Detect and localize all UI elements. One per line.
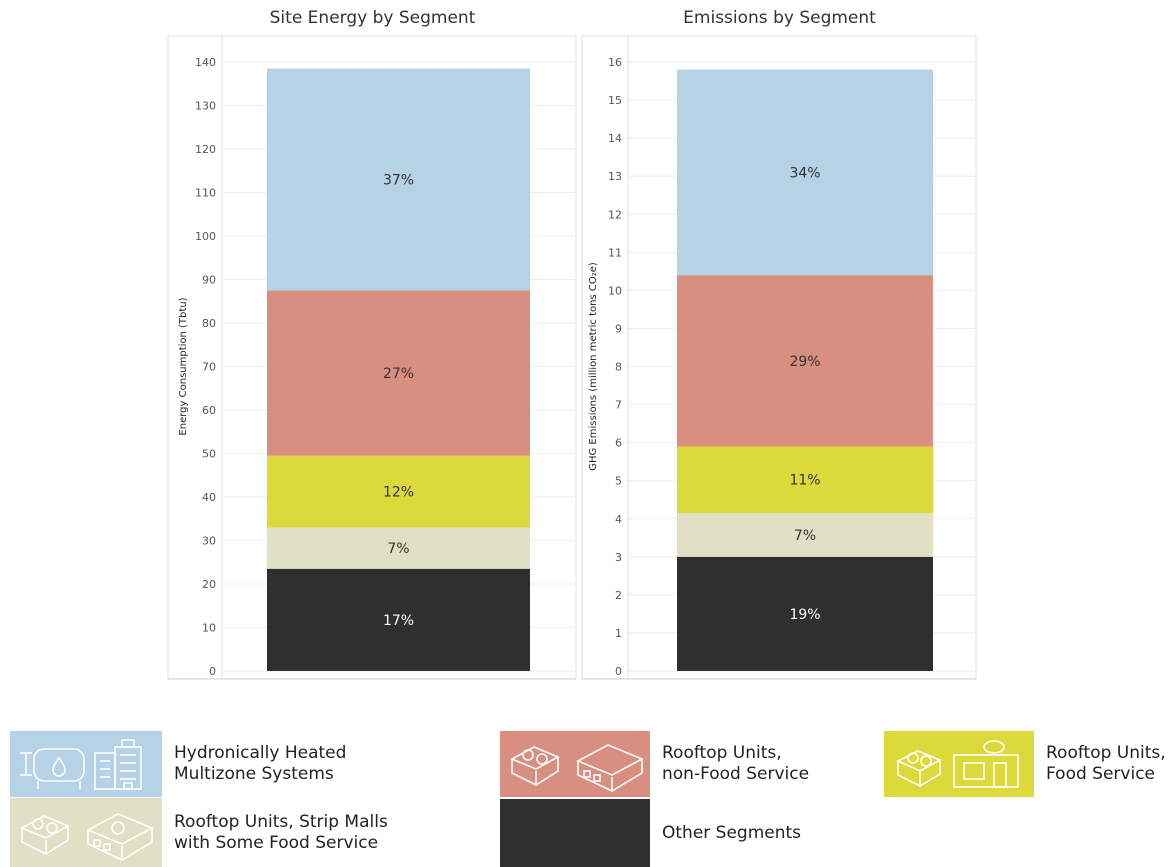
bar-segment	[677, 556, 933, 671]
y-tick-label: 90	[202, 274, 216, 287]
legend-item-other: Other Segments	[500, 799, 801, 867]
bar-segment-label: 12%	[383, 485, 414, 501]
y-tick-label: 110	[195, 187, 216, 200]
rooftop-unit-restaurant-icon	[896, 740, 1019, 788]
bar-segment-label: 19%	[789, 607, 820, 623]
boiler-building-icon	[20, 739, 142, 790]
y-tick-label: 15	[608, 94, 622, 107]
y-tick-label: 6	[615, 437, 622, 450]
bar-segment	[267, 455, 530, 528]
legend-swatch-rtu-nonfood	[500, 731, 650, 797]
chart-title-emissions: Emissions by Segment	[683, 8, 876, 28]
legend-label-other: Other Segments	[662, 822, 802, 843]
bar-segment-label: 17%	[383, 613, 414, 629]
bar-segment	[267, 568, 530, 671]
y-tick-label: 140	[195, 56, 216, 69]
y-tick-label: 9	[615, 322, 622, 335]
y-tick-label: 3	[615, 551, 622, 564]
rooftop-unit-building-icon	[510, 744, 644, 793]
bar-segment-label: 11%	[789, 473, 820, 489]
rooftop-unit-strip-mall-icon	[20, 813, 154, 862]
legend-swatch-hydronic	[10, 731, 162, 797]
bar-segment-label: 7%	[794, 528, 816, 544]
legend-item-rtu-food: Rooftop Units, Food Service	[884, 731, 1166, 797]
y-tick-label: 0	[209, 665, 216, 678]
y-tick-label: 50	[202, 448, 216, 461]
y-tick-label: 40	[202, 491, 216, 504]
bar-segment-label: 7%	[387, 541, 409, 557]
y-axis-label: Energy Consumption (Tbtu)	[178, 297, 189, 435]
y-tick-label: 8	[615, 361, 622, 374]
chart-title-site-energy: Site Energy by Segment	[269, 8, 476, 28]
bar-segment	[677, 69, 933, 276]
y-tick-label: 130	[195, 100, 216, 113]
legend-swatch-rtu-food	[884, 731, 1034, 797]
y-tick-label: 100	[195, 230, 216, 243]
legend-label-rtu-stripmall: Rooftop Units, Strip Malls with Some Foo…	[174, 811, 388, 853]
bar-segment-label: 27%	[383, 366, 414, 382]
bar-segment-label: 34%	[789, 165, 820, 181]
legend-label-rtu-food: Rooftop Units, Food Service	[1046, 743, 1166, 784]
legend-label-hydronic: Hydronically Heated Multizone Systems	[174, 743, 347, 784]
y-tick-label: 70	[202, 361, 216, 374]
legend-swatch-rtu-stripmall	[10, 798, 162, 867]
chart-site-energy: 0 10 20 30 40 50 60 70 80 90 100 110 120 130 140 Energy…	[167, 35, 577, 680]
y-tick-label: 80	[202, 317, 216, 330]
y-tick-label: 0	[615, 665, 622, 678]
legend-swatch-other	[500, 799, 650, 867]
y-axis-label: GHG Emissions (million metric tons CO₂e)	[588, 262, 599, 471]
bar-segment-label: 29%	[789, 354, 820, 370]
y-tick-label: 20	[202, 578, 216, 591]
y-tick-label: 14	[608, 132, 622, 145]
y-tick-label: 13	[608, 170, 622, 183]
y-tick-label: 11	[608, 246, 622, 259]
bar-segment	[267, 290, 530, 456]
legend-item-hydronic: Hydronically Heated Multizone Systems	[10, 731, 346, 797]
y-tick-label: 60	[202, 404, 216, 417]
y-tick-label: 2	[615, 589, 622, 602]
bar-segment	[677, 513, 933, 557]
bar-segment	[677, 446, 933, 514]
legend-label-rtu-nonfood: Rooftop Units, non-Food Service	[662, 743, 810, 784]
legend-item-rtu-nonfood: Rooftop Units, non-Food Service	[500, 731, 809, 797]
y-tick-label: 5	[615, 475, 622, 488]
bar-segment	[677, 275, 933, 447]
bar-segment-label: 37%	[383, 172, 414, 188]
bar-segment	[267, 527, 530, 569]
y-tick-label: 120	[195, 143, 216, 156]
y-tick-label: 16	[608, 56, 622, 69]
y-tick-label: 10	[202, 622, 216, 635]
legend-item-rtu-stripmall: Rooftop Units, Strip Malls with Some Foo…	[10, 798, 388, 867]
y-tick-label: 12	[608, 208, 622, 221]
y-tick-label: 10	[608, 284, 622, 297]
y-tick-label: 1	[615, 627, 622, 640]
bar-segment	[267, 68, 530, 291]
y-tick-label: 30	[202, 535, 216, 548]
y-tick-label: 4	[615, 513, 622, 526]
y-tick-label: 7	[615, 399, 622, 412]
